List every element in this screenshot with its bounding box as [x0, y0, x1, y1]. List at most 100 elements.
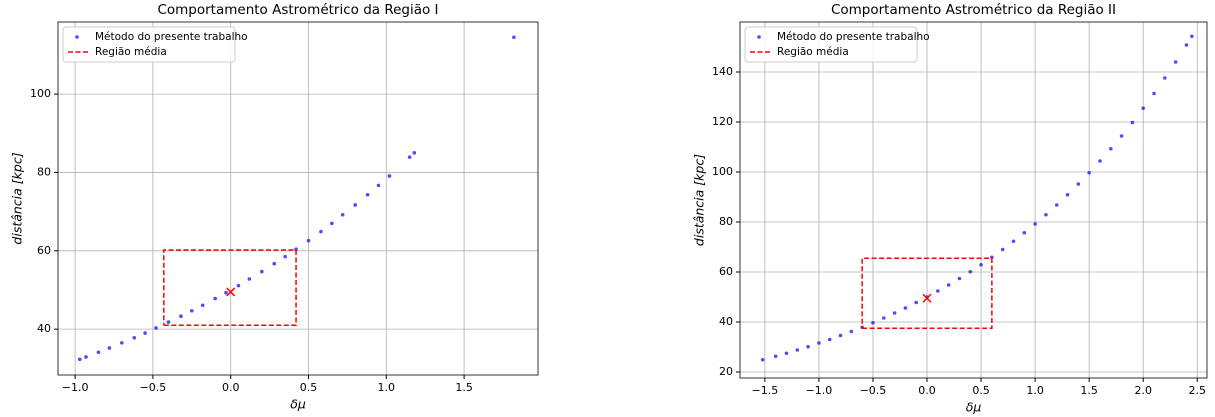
point: [1076, 182, 1081, 186]
x-tick-label: 0.0: [918, 384, 936, 397]
point: [1065, 192, 1070, 197]
point: [1173, 60, 1178, 64]
point: [119, 341, 124, 345]
y-tick-label: 80: [37, 165, 51, 178]
x-tick-label: −1.5: [752, 384, 779, 397]
legend-label: Região média: [777, 46, 849, 58]
point: [1184, 43, 1189, 47]
point: [957, 276, 962, 281]
x-tick-label: 1.5: [1080, 384, 1098, 397]
point: [849, 329, 854, 334]
center-marker: [922, 293, 932, 303]
point: [1054, 203, 1059, 207]
point: [871, 320, 875, 325]
region-line: [163, 249, 297, 326]
point: [154, 326, 158, 330]
point: [1098, 159, 1102, 163]
x-tick-label: 0.5: [300, 381, 318, 394]
point: [166, 320, 171, 324]
point: [179, 314, 183, 319]
point: [968, 269, 973, 274]
point: [903, 306, 908, 310]
legend-label: Método do presente trabalho: [95, 31, 248, 43]
chart-title: Comportamento Astrométrico da Região I: [157, 2, 438, 18]
point: [827, 337, 832, 342]
point: [77, 357, 82, 362]
point: [387, 174, 392, 178]
point: [773, 354, 778, 359]
y-tick-label: 100: [30, 87, 51, 100]
point: [260, 269, 264, 274]
region-line: [861, 257, 993, 329]
point: [760, 357, 765, 362]
point: [979, 262, 983, 267]
point: [412, 151, 417, 155]
legend-swatch: [75, 35, 79, 39]
point: [1119, 134, 1124, 138]
point: [990, 255, 994, 260]
point: [892, 311, 897, 315]
point: [1163, 76, 1167, 80]
point: [213, 296, 217, 301]
point: [132, 335, 137, 340]
legend-label: Região média: [95, 46, 167, 58]
legend-swatch: [757, 35, 761, 39]
x-tick-label: −0.5: [860, 384, 887, 397]
legend-box: [744, 26, 918, 63]
point: [365, 192, 370, 197]
point: [283, 254, 287, 259]
x-tick-label: 1.0: [378, 381, 396, 394]
point: [1087, 170, 1091, 175]
point: [272, 261, 277, 266]
chart-title: Comportamento Astrométrico da Região II: [831, 2, 1116, 18]
point: [1033, 222, 1037, 226]
x-tick-label: 2.0: [1134, 384, 1152, 397]
y-axis-label: distância [kpc]: [692, 154, 707, 246]
point: [224, 290, 228, 295]
axes-frame: [57, 21, 539, 376]
point: [236, 283, 241, 288]
y-tick-label: 100: [712, 165, 733, 178]
point: [376, 183, 381, 188]
point: [340, 212, 345, 217]
y-tick-label: 60: [37, 244, 51, 257]
point: [936, 289, 940, 293]
point: [1130, 120, 1135, 125]
x-tick-label: −1.0: [62, 381, 89, 394]
x-tick-label: −0.5: [140, 381, 167, 394]
y-tick-label: 80: [719, 215, 733, 228]
x-axis-label: δμ: [966, 400, 982, 415]
point: [247, 277, 252, 281]
point: [1190, 34, 1194, 39]
point: [200, 303, 205, 308]
point: [319, 229, 323, 234]
y-tick-label: 20: [719, 365, 733, 378]
y-tick-label: 120: [712, 115, 733, 128]
x-tick-label: −1.0: [806, 384, 833, 397]
point: [1022, 230, 1027, 235]
point: [784, 351, 789, 356]
point: [881, 316, 886, 320]
x-tick-label: 1.0: [1026, 384, 1044, 397]
x-tick-label: 0.5: [972, 384, 990, 397]
point: [84, 355, 88, 359]
point: [96, 350, 101, 355]
y-tick-label: 40: [719, 315, 733, 328]
point: [353, 203, 357, 207]
point: [914, 300, 919, 305]
point: [838, 333, 843, 338]
axes-frame: [739, 21, 1208, 379]
legend-label: Método do presente trabalho: [777, 31, 930, 43]
point: [190, 308, 194, 313]
point: [1044, 212, 1048, 217]
center-marker: [226, 287, 236, 297]
point: [1011, 239, 1016, 244]
point: [1108, 146, 1113, 151]
y-tick-label: 140: [712, 65, 733, 78]
point: [1152, 91, 1156, 96]
point: [330, 221, 334, 226]
legend-box: [62, 26, 236, 63]
plot-area: [740, 22, 1207, 378]
point: [817, 341, 821, 345]
